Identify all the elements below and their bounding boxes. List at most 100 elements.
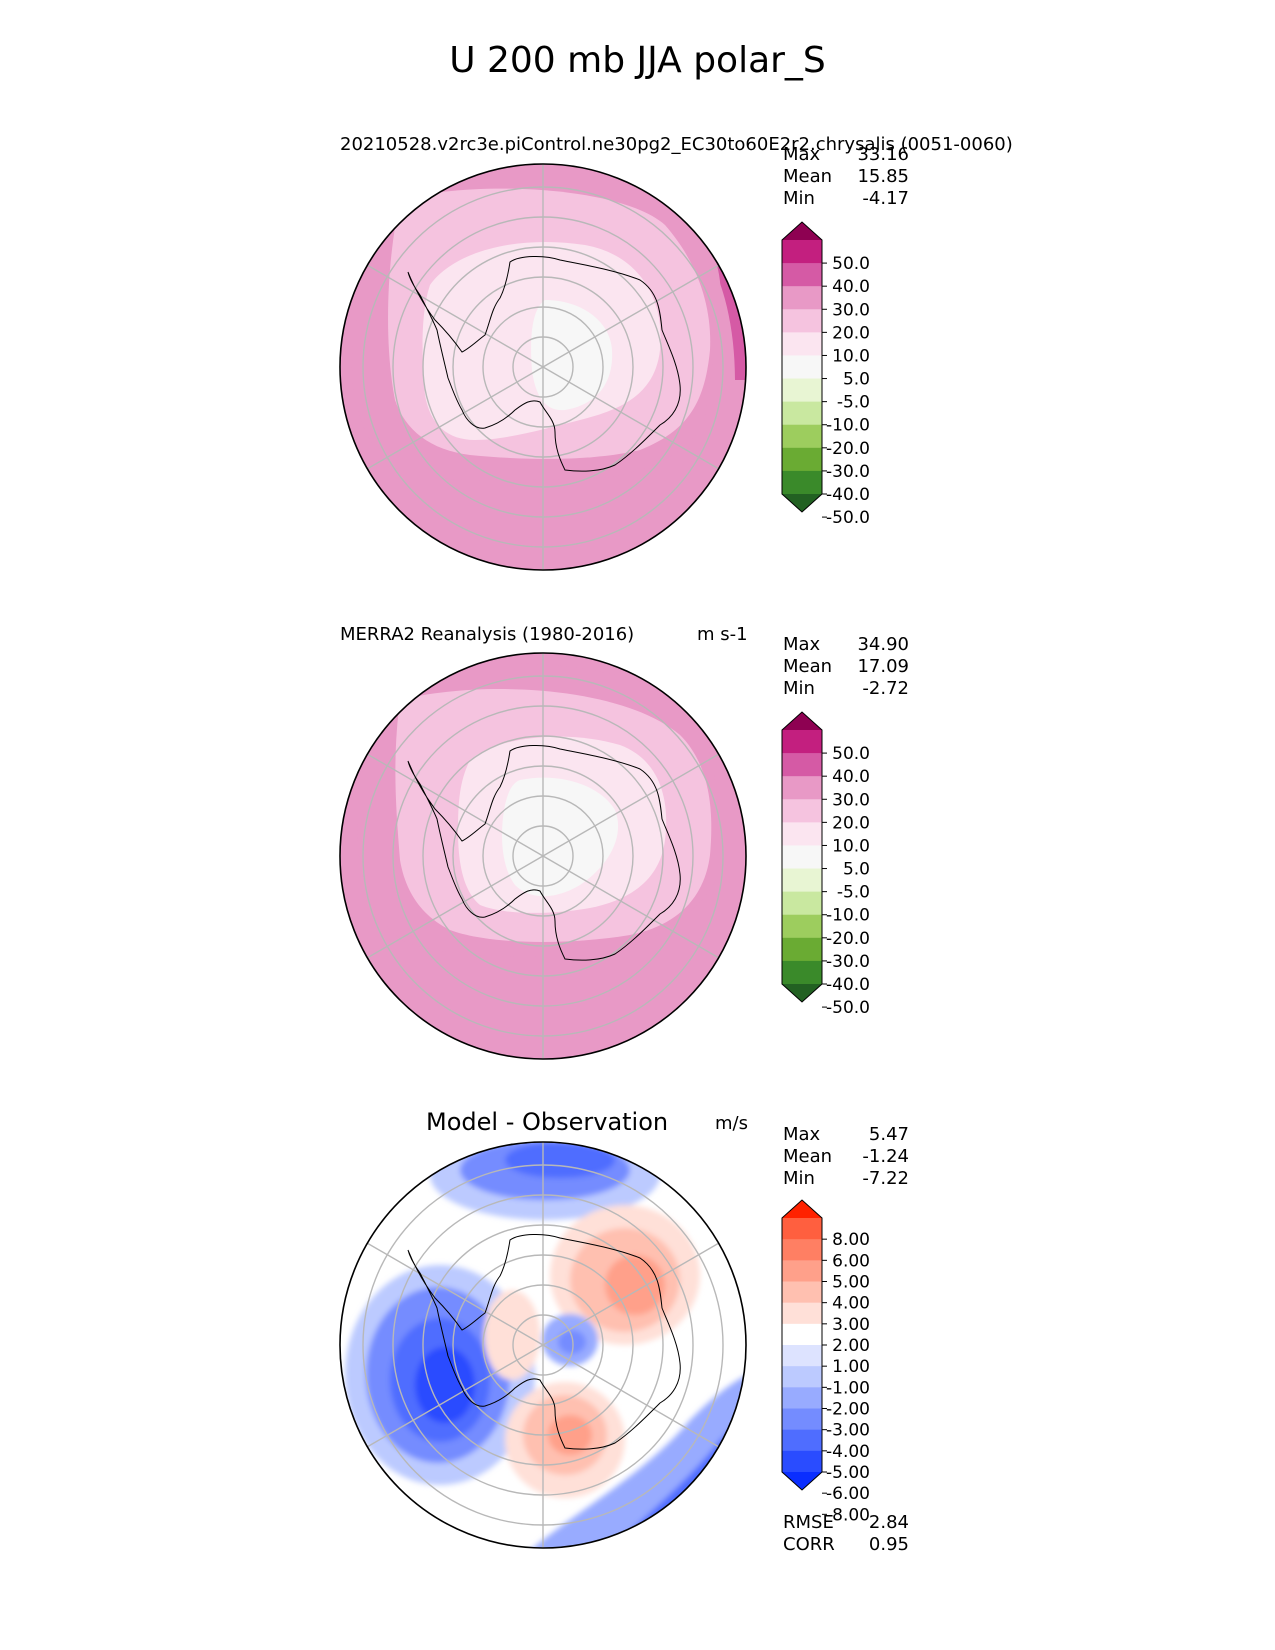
panel2-units: m s-1 [697, 624, 748, 645]
colorbar-label: -1.00 [826, 1378, 870, 1398]
colorbar-segment [782, 868, 822, 893]
colorbar-panel3: 8.006.005.004.003.002.001.00-1.00-2.00-3… [781, 1199, 870, 1525]
map-panel1 [339, 163, 747, 571]
colorbar-segment [782, 1260, 822, 1282]
meridian [542, 855, 720, 959]
panel3-title: Model - Observation [426, 1108, 669, 1136]
colorbar-label: 10.0 [832, 836, 870, 856]
colorbar-panel2: 50.0 40.0 30.0 20.0 10.0 5.0 -5.0 -10.0 -20.0 -30… [781, 711, 870, 1018]
colorbar-label: -50.0 [826, 508, 870, 528]
metric-label: CORR [783, 1534, 835, 1555]
colorbar-label: -30.0 [826, 462, 870, 482]
colorbar-label: -40.0 [826, 975, 870, 995]
colorbar-label: 30.0 [832, 300, 870, 320]
field-neg5-5-pole [531, 300, 613, 411]
stat-value: 33.16 [857, 144, 909, 165]
stat-value: 17.09 [857, 656, 909, 677]
colorbar-segment [782, 1366, 822, 1388]
colorbar-segment [782, 1450, 822, 1473]
panel3-metrics: RMSE 2.84 CORR 0.95 [783, 1512, 909, 1556]
anomaly-neg-pole-core [558, 1330, 586, 1354]
panel1-title: 20210528.v2rc3e.piControl.ne30pg2_EC30to… [340, 134, 1013, 155]
colorbar-label: -10.0 [826, 416, 870, 436]
colorbar-segment [782, 914, 822, 939]
colorbar-label: 50.0 [832, 254, 870, 274]
colorbar-label: 2.00 [832, 1336, 870, 1356]
colorbar-segment [782, 822, 822, 846]
colorbar-label: 4.00 [832, 1294, 870, 1314]
colorbar-label: 5.0 [843, 370, 870, 390]
colorbar-segment [782, 286, 822, 310]
colorbar-segment [782, 1387, 822, 1409]
colorbar-segment [782, 891, 822, 916]
stat-value: 34.90 [857, 634, 909, 655]
stat-label: Max [783, 1124, 821, 1145]
field-neg5-5-pole [502, 777, 619, 897]
colorbar-label: 20.0 [832, 813, 870, 833]
antarctica-coastline [407, 1234, 681, 1450]
stat-label: Max [783, 634, 821, 655]
colorbar-segment [782, 309, 822, 333]
colorbar-segment [782, 378, 822, 403]
stat-label: Min [783, 1168, 815, 1189]
metric-value: 2.84 [868, 1512, 909, 1533]
stat-label: Min [783, 188, 815, 209]
colorbar-label: 8.00 [832, 1230, 870, 1250]
colorbar-label: 5.00 [832, 1273, 870, 1293]
colorbar-segment [782, 845, 822, 870]
colorbar-label: 40.0 [832, 277, 870, 297]
colorbar-label: -5.0 [837, 883, 870, 903]
colorbar-label: 5.0 [843, 860, 870, 880]
stat-value: -7.22 [862, 1168, 909, 1189]
antarctica-coastline [407, 256, 681, 472]
colorbar-label: -40.0 [826, 485, 870, 505]
anomaly-neg-west-core [415, 1347, 475, 1423]
map-panel3 [339, 1141, 747, 1549]
colorbar-extend-max [782, 1200, 822, 1218]
stat-label: Mean [783, 1146, 833, 1167]
panel1-stats: Max 33.16 Mean 15.85 Min -4.17 [783, 144, 909, 210]
colorbar-extend-min [782, 984, 822, 1002]
metric-label: RMSE [783, 1512, 834, 1533]
colorbar-segment [782, 1239, 822, 1261]
colorbar-label: 6.00 [832, 1251, 870, 1271]
colorbar-segment [782, 1323, 822, 1346]
colorbar-segment [782, 799, 822, 823]
colorbar-segment [782, 937, 822, 962]
colorbar-segment [782, 730, 822, 754]
colorbar-extend-max [782, 712, 822, 730]
colorbar-label: 20.0 [832, 323, 870, 343]
colorbar-label: 3.00 [832, 1315, 870, 1335]
colorbar-label: 40.0 [832, 767, 870, 787]
colorbar-extend-min [782, 1472, 822, 1490]
colorbar-extend-max [782, 222, 822, 240]
colorbar-label: -50.0 [826, 998, 870, 1018]
metric-value: 0.95 [868, 1534, 909, 1555]
colorbar-segment [782, 355, 822, 380]
colorbar-label: -30.0 [826, 952, 870, 972]
meridian [366, 264, 544, 368]
colorbar-segment [782, 1302, 822, 1325]
figure-title: U 200 mb JJA polar_S [449, 40, 826, 81]
map-panel2 [339, 652, 747, 1060]
graticule [362, 653, 724, 1059]
colorbar-label: -5.0 [837, 393, 870, 413]
colorbar-label: 1.00 [832, 1357, 870, 1377]
map-boundary [339, 652, 747, 1060]
colorbar-segment [782, 960, 822, 985]
colorbar-segment [782, 332, 822, 356]
anomaly-pos-south-core [548, 1415, 592, 1455]
stat-value: 15.85 [857, 166, 909, 187]
meridian [366, 1242, 544, 1346]
graticule [362, 1142, 724, 1548]
meridian [542, 753, 720, 857]
colorbar-segment [782, 753, 822, 777]
stat-label: Mean [783, 656, 833, 677]
stat-value: 5.47 [868, 1124, 909, 1145]
colorbar-segment [782, 447, 822, 472]
colorbar-segment [782, 1281, 822, 1304]
stat-value: -2.72 [862, 678, 909, 699]
meridian [366, 753, 544, 857]
stat-value: -4.17 [862, 188, 909, 209]
